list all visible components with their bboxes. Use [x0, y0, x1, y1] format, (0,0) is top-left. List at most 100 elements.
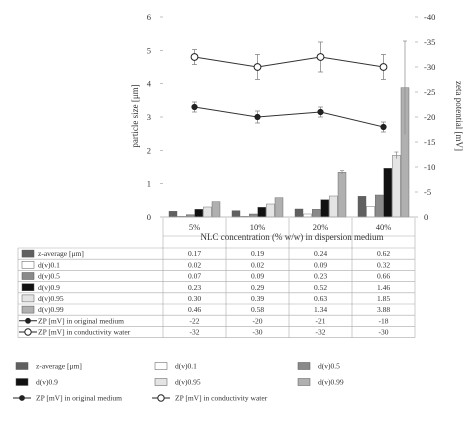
- y-tick-label: 1: [147, 179, 151, 189]
- category-label: 20%: [313, 222, 329, 232]
- table-row-label: d(v)0.99: [38, 305, 64, 314]
- table-cell: 1.34: [314, 305, 327, 314]
- table-cell: 0.24: [314, 249, 327, 258]
- table-cell: 0.09: [251, 272, 264, 281]
- zeta-series-line: [194, 56, 384, 68]
- table-cell: 1.85: [377, 294, 390, 303]
- bar: [337, 172, 347, 218]
- bar: [320, 199, 329, 218]
- bar: [266, 203, 275, 218]
- bar: [375, 194, 384, 218]
- line-layer: [190, 41, 388, 133]
- y2-tick-label: -20: [424, 112, 435, 122]
- y2-tick-label: 0: [424, 212, 428, 222]
- table-row-label: d(v)0.9: [38, 283, 60, 292]
- legend-label: d(v)0.1: [175, 362, 197, 371]
- table-cell: 0.30: [188, 294, 201, 303]
- table-cell: -30: [379, 328, 389, 337]
- zeta-marker: [380, 123, 387, 131]
- table-row-label: d(v)0.5: [38, 272, 60, 281]
- table-cell: -20: [253, 316, 263, 325]
- y2-tick-label: -30: [424, 62, 435, 72]
- table-row-label: z-average [μm]: [38, 249, 84, 258]
- table-cell: 0.52: [314, 283, 327, 292]
- legend-key-marker: [19, 395, 25, 401]
- bar: [194, 209, 204, 218]
- y2-tick-label: -15: [424, 137, 435, 147]
- table-cell: 0.02: [251, 260, 264, 269]
- legend-key: [297, 378, 311, 386]
- table-cell: -30: [253, 328, 263, 337]
- table-cell: 0.32: [377, 260, 390, 269]
- table-cell: 0.17: [188, 249, 201, 258]
- table-cell: 0.23: [314, 272, 327, 281]
- data-table-grid: [17, 218, 416, 338]
- bar: [312, 209, 321, 218]
- table-cell: 0.62: [377, 249, 390, 258]
- bar: [274, 197, 284, 218]
- table-cell: 0.66: [377, 272, 390, 281]
- table-cell: 3.88: [377, 305, 390, 314]
- y-tick-label: 4: [147, 79, 152, 89]
- table-row-key: [21, 283, 35, 291]
- y-tick-label: 6: [147, 12, 151, 22]
- bar: [392, 155, 401, 218]
- legend-label: ZP [mV] in original medium: [36, 394, 122, 403]
- y-tick-label: 3: [147, 112, 151, 122]
- bar: [203, 206, 212, 218]
- y2-tick-label: -5: [424, 187, 431, 197]
- table-cell: 0.23: [188, 283, 201, 292]
- zeta-marker: [316, 53, 325, 61]
- legend-label: d(v)0.9: [36, 378, 58, 387]
- table-cell: 0.19: [251, 249, 264, 258]
- y2-axis-label: zeta potential [mV]: [454, 81, 464, 151]
- bar-layer: [168, 40, 410, 218]
- bar: [294, 208, 304, 218]
- table-cell: -22: [190, 316, 200, 325]
- legend-label: d(v)0.99: [318, 378, 344, 387]
- legend-label: z-average [μm]: [36, 362, 82, 371]
- y2-tick-label: -10: [424, 162, 435, 172]
- legend-label: d(v)0.5: [318, 362, 340, 371]
- table-cell: -21: [316, 316, 326, 325]
- zeta-marker: [254, 113, 261, 121]
- legend-key: [154, 362, 168, 370]
- zeta-marker: [190, 53, 199, 61]
- zeta-series-line: [194, 106, 384, 128]
- table-row-label: ZP [mV] in original medium: [38, 316, 124, 325]
- table-cell: -32: [190, 328, 200, 337]
- bar: [303, 213, 312, 218]
- y-tick-label: 5: [147, 45, 151, 55]
- table-row-key-marker: [25, 317, 31, 324]
- y2-tick-label: -35: [424, 37, 435, 47]
- axes-layer: 0 1 2 3 4 5 6 0 -5 -10 -15 -20 -25 -30 -35 -40: [147, 12, 436, 222]
- category-label: 5%: [189, 222, 200, 232]
- bar: [366, 206, 375, 218]
- zeta-marker: [253, 63, 262, 71]
- y2-tick-label: -25: [424, 87, 435, 97]
- legend-label: ZP [mV] in conductivity water: [175, 394, 268, 403]
- legend-label: d(v)0.95: [175, 378, 201, 387]
- bar: [231, 210, 241, 218]
- table-cell: -32: [316, 328, 326, 337]
- legend-key: [15, 362, 29, 370]
- bar: [211, 201, 221, 218]
- table-cell: 0.29: [251, 283, 264, 292]
- table-row-key: [21, 249, 35, 258]
- table-cell: 0.02: [188, 260, 201, 269]
- table-cell: 0.39: [251, 294, 264, 303]
- legend-key: [154, 378, 168, 386]
- table-cell: 0.63: [314, 294, 327, 303]
- table-row-key: [21, 305, 35, 314]
- table-row-key: [21, 272, 35, 280]
- category-label: 40%: [376, 222, 392, 232]
- table-cell: 1.46: [377, 283, 390, 292]
- table-cell: -18: [379, 316, 389, 325]
- category-label: 10%: [250, 222, 266, 232]
- legend: z-average [μm] d(v)0.1 d(v)0.5 d(v)0.9 d(v)0…: [13, 362, 344, 403]
- bar: [383, 168, 392, 218]
- bar: [329, 195, 338, 218]
- x-axis-label: NLC concentration (% w/w) in dispersion …: [201, 232, 384, 242]
- zeta-marker: [379, 63, 388, 71]
